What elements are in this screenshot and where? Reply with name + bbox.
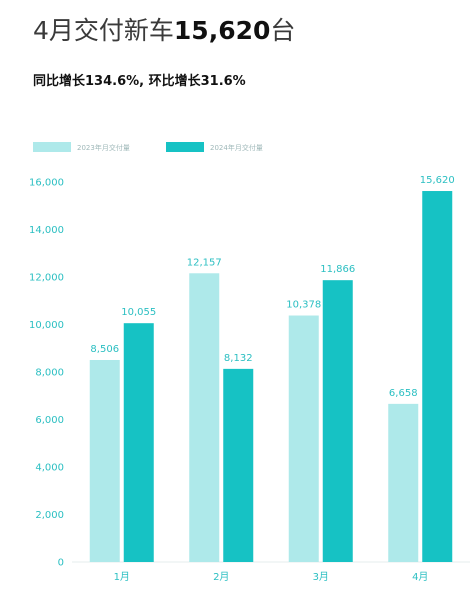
legend-swatch (166, 142, 204, 152)
headline: 4月交付新车15,620台 (33, 14, 295, 48)
x-tick-label: 3月 (313, 571, 329, 583)
bar (189, 273, 220, 562)
y-tick-label: 6,000 (35, 415, 64, 426)
y-tick-label: 8,000 (35, 368, 64, 379)
x-tick-label: 1月 (114, 571, 130, 583)
data-label: 12,157 (187, 257, 222, 268)
y-tick-label: 12,000 (29, 273, 64, 284)
bar (89, 359, 120, 562)
data-label: 8,132 (224, 353, 253, 364)
data-label: 10,055 (121, 307, 156, 318)
legend-swatch (33, 142, 71, 152)
bar (123, 323, 154, 562)
bar (223, 368, 254, 562)
data-label: 15,620 (420, 175, 455, 186)
x-tick-label: 2月 (213, 571, 229, 583)
y-tick-label: 10,000 (29, 320, 64, 331)
bar (422, 191, 453, 562)
data-label: 8,506 (90, 344, 119, 355)
y-tick-label: 16,000 (29, 178, 64, 189)
subheadline: 同比增长134.6%, 环比增长31.6% (33, 74, 246, 89)
y-tick-label: 4,000 (35, 463, 64, 474)
y-tick-label: 14,000 (29, 225, 64, 236)
bar (388, 403, 419, 562)
bar (322, 280, 353, 562)
x-tick-label: 4月 (412, 571, 428, 583)
headline-number: 15,620 (173, 16, 271, 45)
y-tick-label: 0 (58, 558, 64, 569)
headline-suffix: 台 (270, 16, 296, 45)
legend-label: 2024年月交付量 (210, 143, 263, 152)
data-label: 6,658 (389, 388, 418, 399)
headline-prefix: 4月交付新车 (33, 16, 174, 45)
data-label: 11,866 (320, 264, 355, 275)
bar (288, 315, 319, 562)
data-label: 10,378 (286, 300, 321, 311)
y-tick-label: 2,000 (35, 510, 64, 521)
legend-label: 2023年月交付量 (77, 143, 130, 152)
